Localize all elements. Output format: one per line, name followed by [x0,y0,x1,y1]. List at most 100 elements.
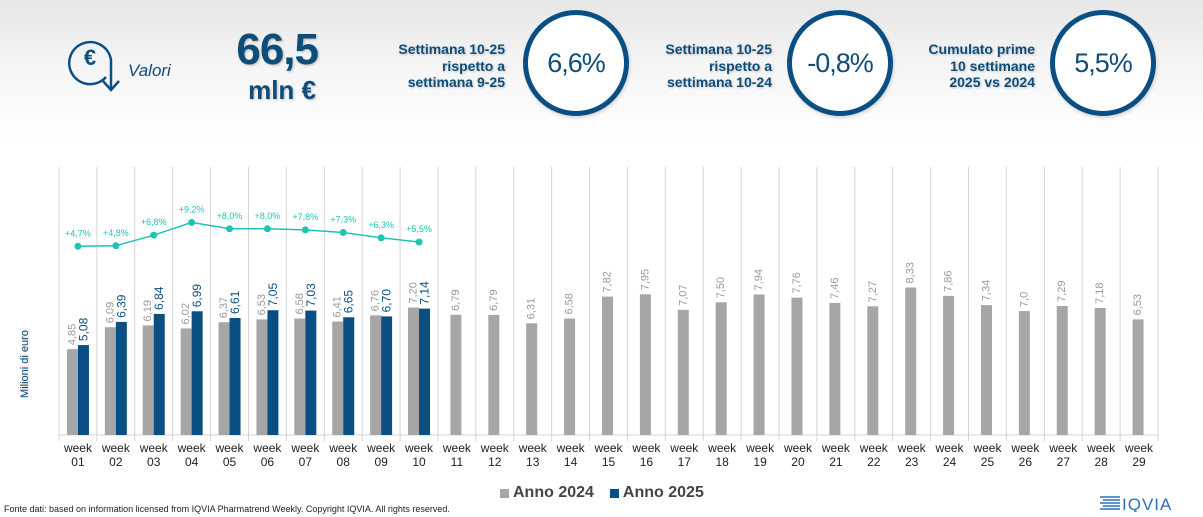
bar-label-2025: 6,99 [190,284,204,308]
x-tick-label-week: week [935,441,965,455]
bar-label-2024: 7,95 [639,269,651,290]
total-unit: mln € [248,75,316,105]
x-tick-label-week: week [821,441,851,455]
svg-text:€: € [84,45,96,70]
growth-point [112,242,120,250]
bar-2025 [115,321,127,435]
bar-label-2025: 6,39 [114,294,128,318]
x-tick-label-week: week [404,441,434,455]
kpi-label-cumulative: Cumulato prime 10 settimane 2025 vs 2024 [910,41,1035,91]
bar-label-2024: 6,58 [294,293,306,314]
x-tick-label-number: 21 [829,455,843,469]
bar-2024 [677,309,689,435]
x-tick-label-number: 06 [261,455,275,469]
bar-2024 [294,318,306,435]
growth-point [74,242,82,250]
bar-2025 [229,318,241,435]
growth-point [150,231,158,239]
x-tick-label-week: week [1048,441,1078,455]
bar-2024 [602,296,613,435]
bar-label-2024: 6,53 [1132,294,1144,315]
x-tick-label-week: week [897,441,927,455]
legend-item-2024: Anno 2024 [500,484,594,502]
kpi-circle-weekly: 6,6% [523,10,629,116]
x-tick-label-week: week [631,441,661,455]
x-tick-label-number: 05 [223,455,237,469]
x-tick-label-number: 04 [185,455,199,469]
bar-2024 [256,319,268,435]
bar-label-2024: 6,53 [256,294,268,315]
bar-2024 [104,327,116,435]
x-tick-label-number: 17 [678,455,692,469]
legend-label-2024: Anno 2024 [513,484,594,501]
bar-2025 [343,317,355,435]
x-tick-label-number: 07 [299,455,313,469]
x-tick-label-week: week [669,441,699,455]
kpi-label-weekly: Settimana 10-25 rispetto a settimana 9-2… [380,41,505,91]
bar-label-2024: 6,02 [180,303,192,324]
x-tick-label-week: week [366,441,396,455]
x-tick-label-number: 12 [488,455,502,469]
x-tick-label-number: 29 [1132,455,1146,469]
bar-2024 [1094,307,1106,435]
x-tick-label-number: 01 [71,455,85,469]
x-tick-label-week: week [707,441,737,455]
bar-label-2024: 7,20 [408,282,420,303]
bar-label-2025: 5,08 [76,317,90,341]
x-tick-label-number: 28 [1094,455,1108,469]
bar-label-2024: 7,18 [1094,282,1106,303]
bar-label-2025: 6,61 [228,290,242,314]
bar-label-2024: 6,19 [142,300,154,321]
x-tick-label-week: week [139,441,169,455]
bar-label-2024: 7,46 [829,278,841,299]
bar-label-2024: 7,82 [602,271,614,292]
growth-label: +8,0% [255,211,281,221]
bar-label-2025: 7,05 [266,283,280,307]
x-tick-label-number: 27 [1057,455,1071,469]
bar-label-2024: 8,33 [905,262,917,283]
total-value: 66,5 [236,25,319,74]
bar-label-2024: 7,27 [867,281,879,302]
bar-label-2024: 7,94 [753,269,765,290]
euro-down-arrow-icon: € [68,40,120,92]
growth-label: +7,8% [292,212,318,222]
bar-label-2024: 6,79 [450,289,462,310]
legend-swatch-2025 [609,488,619,498]
x-tick-label-number: 15 [602,455,616,469]
legend-label-2025: Anno 2025 [622,484,704,501]
bar-label-2024: 7,86 [943,270,955,291]
bar-2024 [943,295,955,435]
bar-label-2025: 7,14 [418,281,432,305]
bar-2024 [867,306,879,435]
bar-2024 [905,287,917,435]
bar-2024 [218,322,230,435]
x-tick-label-week: week [442,441,472,455]
growth-point [263,225,271,233]
bar-2024 [180,328,192,435]
bar-2024 [1018,311,1030,435]
bar-2025 [153,313,165,435]
x-tick-label-week: week [63,441,93,455]
bar-2024 [408,307,420,435]
x-tick-label-week: week [745,441,775,455]
bar-label-2025: 7,03 [304,283,318,307]
x-tick-label-number: 11 [451,455,464,469]
bar-2024 [1132,319,1144,435]
bar-2024 [142,325,154,435]
x-tick-label-number: 25 [981,455,995,469]
kpi-label-line: settimana 10-24 [666,74,772,90]
x-tick-label-week: week [290,441,320,455]
valori-label: Valori [128,61,171,80]
kpi-label-yoy: Settimana 10-25 rispetto a settimana 10-… [645,41,772,91]
kpi-label-line: rispetto a [708,57,772,74]
bar-label-2024: 7,76 [791,272,803,293]
bar-2024 [753,294,765,435]
growth-point [226,225,234,233]
bar-label-2024: 7,29 [1056,281,1068,302]
growth-line [77,221,420,248]
logo-stripes-icon [1100,496,1120,510]
bar-2024 [488,314,500,435]
kpi-label-line: rispetto a [441,57,505,74]
kpi-label-line: Settimana 10-25 [398,41,505,57]
x-tick-label-week: week [859,441,889,455]
